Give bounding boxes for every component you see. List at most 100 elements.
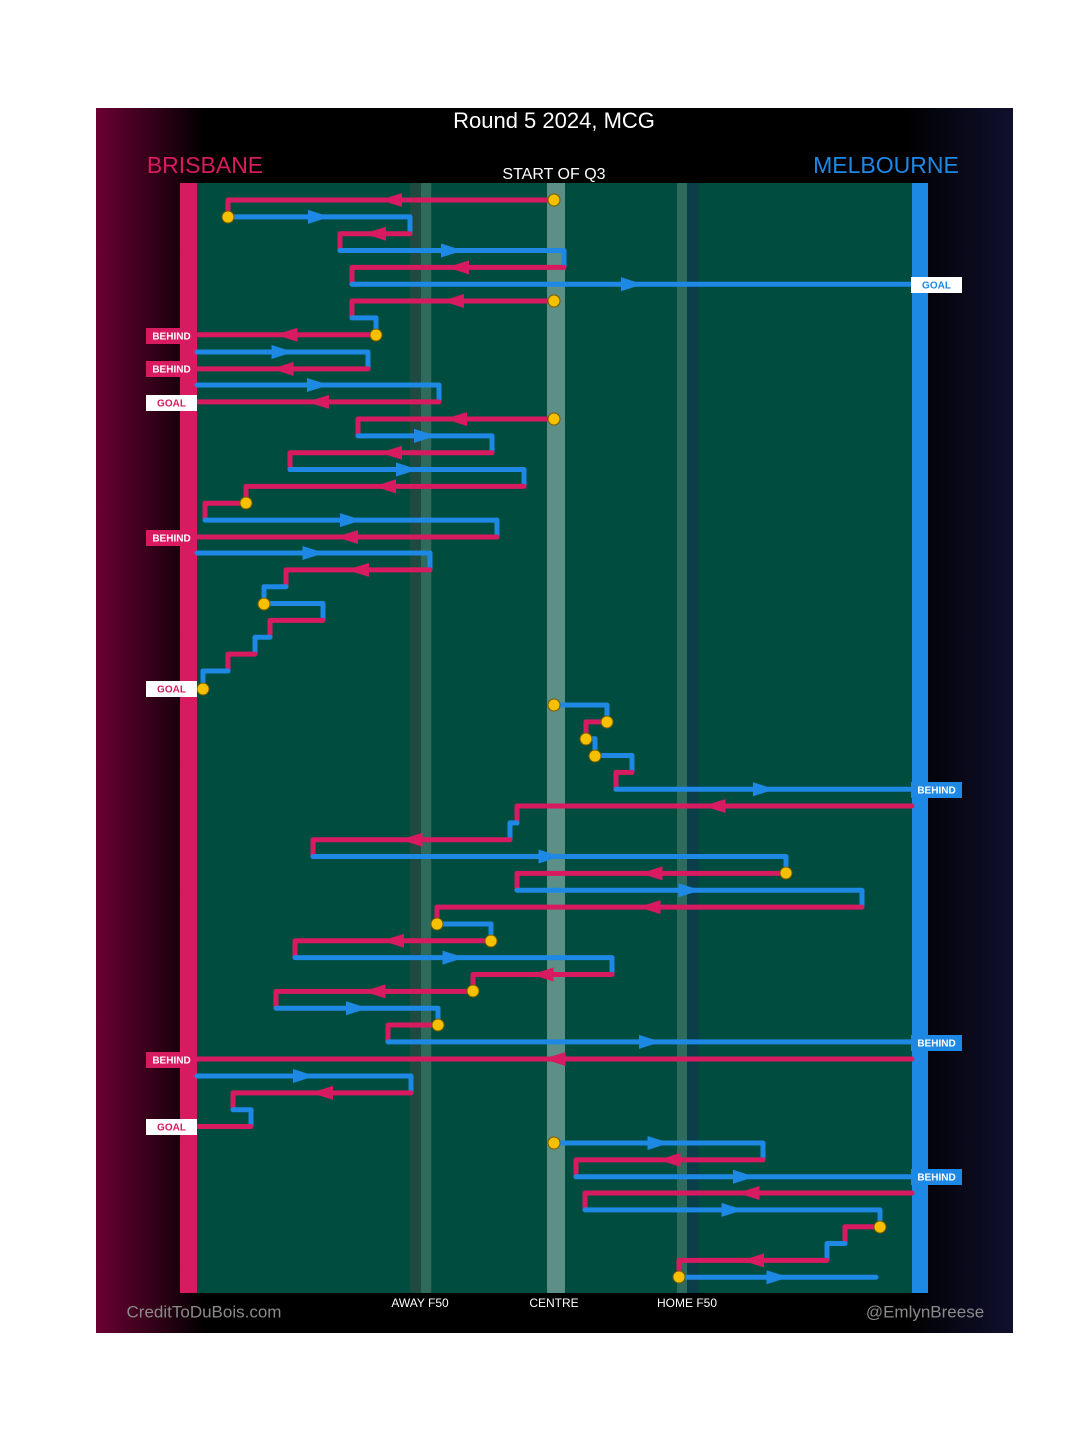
arrow: [414, 428, 436, 443]
arrow: [703, 799, 726, 813]
ball-up: [239, 496, 253, 510]
outcome-box: [911, 782, 962, 798]
outcome-box: [146, 681, 197, 697]
outcome-box: [911, 277, 962, 293]
ball-up: [466, 984, 480, 998]
outcome-box: [146, 1119, 197, 1135]
ball-up: [547, 193, 561, 207]
ball-up: [600, 715, 614, 729]
arrow: [538, 849, 561, 864]
arrow: [640, 866, 663, 881]
arrow: [447, 260, 469, 275]
home-f50-line: [677, 183, 687, 1293]
outcome-label: BEHIND: [152, 1056, 190, 1067]
arrow: [543, 1052, 566, 1066]
arrow: [380, 193, 402, 207]
arrow: [647, 1136, 670, 1150]
outcome-label: BEHIND: [917, 786, 955, 797]
outcome-box: [146, 361, 197, 377]
outcome-label: GOAL: [157, 1123, 186, 1134]
ball-up: [547, 698, 561, 712]
arrow: [445, 412, 467, 426]
ball-up: [369, 328, 383, 342]
outcome-label: BEHIND: [152, 332, 190, 343]
arrow: [766, 1270, 789, 1285]
zone-label: CENTRE: [529, 1296, 578, 1310]
zone-label: AWAY F50: [391, 1296, 449, 1310]
ball-up: [547, 1136, 561, 1150]
arrow: [733, 1169, 755, 1184]
title: Round 5 2024, MCG: [453, 108, 655, 133]
arrow: [737, 1186, 760, 1200]
credit-right: @EmlynBreese: [866, 1302, 984, 1321]
arrow: [382, 933, 404, 948]
arrow: [311, 1085, 333, 1100]
arrow: [271, 345, 294, 359]
arrow: [340, 513, 362, 528]
away-f50-line: [421, 183, 431, 1293]
ball-up: [547, 294, 561, 308]
arrow: [442, 294, 464, 308]
arrow: [678, 883, 701, 898]
away-team: MELBOURNE: [813, 152, 959, 178]
ball-up: [672, 1270, 686, 1284]
ball-up: [196, 682, 210, 696]
arrow: [721, 1202, 744, 1217]
melbourne-goal-line: [912, 183, 928, 1293]
arrow: [441, 243, 463, 258]
outcome-label: BEHIND: [917, 1173, 955, 1184]
chains: [194, 193, 915, 1285]
arrow: [302, 546, 325, 560]
outcome-box: [911, 1169, 962, 1185]
outcome-box: [146, 328, 197, 344]
arrow: [271, 361, 294, 376]
zone-label: HOME F50: [657, 1296, 717, 1310]
arrow: [336, 529, 358, 544]
ball-up: [484, 934, 498, 948]
arrow: [742, 1253, 764, 1268]
outcome-label: GOAL: [157, 685, 186, 696]
arrow: [396, 462, 418, 477]
ball-up: [579, 732, 593, 746]
arrow: [442, 950, 465, 965]
outcome-label: GOAL: [922, 281, 951, 292]
arrow: [658, 1152, 681, 1167]
arrow: [275, 327, 298, 342]
ball-up: [430, 917, 444, 931]
arrow: [374, 479, 396, 494]
arrow: [293, 1069, 315, 1083]
ball-up: [547, 412, 561, 426]
arrow: [346, 1001, 368, 1016]
arrow: [380, 445, 402, 460]
arrow: [364, 226, 386, 241]
ball-up: [221, 210, 235, 224]
centre-line: [547, 183, 565, 1293]
arrow: [363, 984, 386, 999]
home-team: BRISBANE: [147, 152, 263, 178]
ball-up: [588, 749, 602, 763]
outcome-box: [911, 1035, 962, 1051]
outcome-label: GOAL: [157, 399, 186, 410]
ball-up: [257, 597, 271, 611]
arrow: [307, 394, 329, 409]
ball-up: [873, 1220, 887, 1234]
ball-up: [779, 866, 793, 880]
arrow: [531, 967, 554, 982]
arrow: [638, 900, 661, 915]
outcome-label: BEHIND: [152, 534, 190, 545]
outcome-box: [146, 1052, 197, 1068]
arrow: [308, 209, 330, 224]
arrow: [621, 277, 643, 292]
credit-left: CreditToDuBois.com: [127, 1302, 282, 1321]
outcome-label: BEHIND: [152, 365, 190, 376]
outcome-box: [146, 395, 197, 411]
ball-up: [431, 1018, 445, 1032]
arrow: [347, 562, 369, 577]
period-label: START OF Q3: [502, 166, 605, 183]
brisbane-goal-line: [180, 183, 197, 1293]
arrow: [753, 782, 775, 797]
arrow: [639, 1034, 661, 1049]
outcome-box: [146, 530, 197, 546]
arrow: [307, 378, 329, 392]
